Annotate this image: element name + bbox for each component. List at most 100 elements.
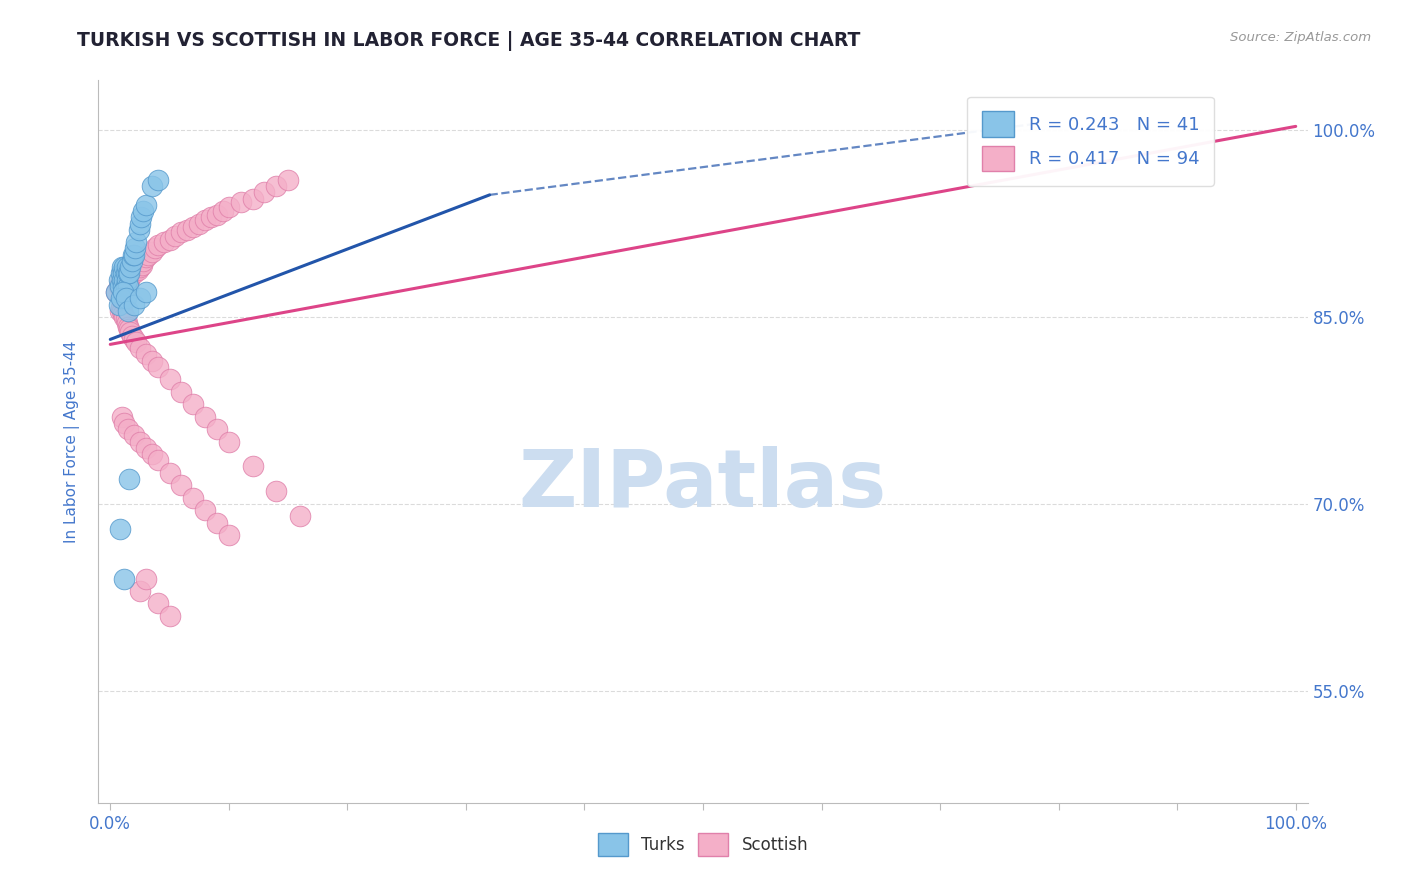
- Point: [124, 242, 146, 256]
- Point: [110, 266, 132, 280]
- Point: [107, 272, 129, 286]
- Point: [146, 359, 169, 374]
- Point: [129, 217, 152, 231]
- Point: [125, 260, 148, 274]
- Point: [120, 260, 142, 274]
- Point: [141, 179, 163, 194]
- Point: [146, 173, 169, 187]
- Point: [115, 278, 138, 293]
- Point: [115, 272, 138, 286]
- Point: [146, 453, 169, 467]
- Point: [129, 256, 152, 270]
- Point: [141, 353, 163, 368]
- Point: [143, 242, 166, 256]
- Point: [125, 334, 148, 349]
- Y-axis label: In Labor Force | Age 35-44: In Labor Force | Age 35-44: [63, 341, 80, 542]
- Point: [121, 248, 143, 262]
- Point: [181, 397, 204, 411]
- Point: [105, 285, 128, 299]
- Point: [114, 278, 136, 293]
- Point: [114, 416, 136, 430]
- Point: [120, 325, 142, 339]
- Point: [114, 572, 136, 586]
- Point: [131, 258, 153, 272]
- Point: [122, 266, 145, 280]
- Point: [122, 428, 145, 442]
- Point: [114, 310, 136, 324]
- Point: [121, 262, 143, 277]
- Point: [120, 270, 142, 285]
- Text: ZIPatlas: ZIPatlas: [519, 446, 887, 524]
- Point: [122, 297, 145, 311]
- Point: [112, 266, 135, 280]
- Point: [117, 422, 139, 436]
- Point: [114, 275, 136, 289]
- Point: [117, 278, 139, 293]
- Point: [129, 291, 152, 305]
- Point: [111, 409, 134, 424]
- Point: [112, 278, 135, 293]
- Point: [108, 278, 131, 293]
- Point: [218, 528, 240, 542]
- Point: [112, 270, 135, 285]
- Point: [194, 409, 217, 424]
- Point: [205, 208, 228, 222]
- Point: [176, 223, 198, 237]
- Point: [229, 195, 252, 210]
- Point: [218, 200, 240, 214]
- Point: [135, 250, 157, 264]
- Point: [115, 260, 138, 274]
- Point: [112, 278, 135, 293]
- Point: [253, 186, 276, 200]
- Point: [118, 322, 141, 336]
- Point: [110, 291, 132, 305]
- Point: [128, 258, 150, 272]
- Point: [128, 223, 150, 237]
- Point: [114, 283, 136, 297]
- Point: [107, 278, 129, 293]
- Point: [242, 192, 264, 206]
- Point: [117, 320, 139, 334]
- Point: [194, 212, 217, 227]
- Point: [146, 597, 169, 611]
- Point: [200, 211, 222, 225]
- Point: [114, 291, 136, 305]
- Point: [118, 266, 141, 280]
- Point: [117, 275, 139, 289]
- Point: [117, 303, 139, 318]
- Point: [129, 434, 152, 449]
- Point: [114, 266, 136, 280]
- Point: [152, 235, 174, 250]
- Text: TURKISH VS SCOTTISH IN LABOR FORCE | AGE 35-44 CORRELATION CHART: TURKISH VS SCOTTISH IN LABOR FORCE | AGE…: [77, 31, 860, 51]
- Point: [117, 270, 139, 285]
- Point: [135, 572, 157, 586]
- Point: [111, 266, 134, 280]
- Point: [112, 308, 135, 322]
- Point: [118, 272, 141, 286]
- Point: [127, 262, 149, 277]
- Point: [170, 225, 193, 239]
- Point: [108, 522, 131, 536]
- Point: [129, 341, 152, 355]
- Point: [111, 260, 134, 274]
- Point: [170, 478, 193, 492]
- Point: [122, 248, 145, 262]
- Point: [112, 285, 135, 299]
- Text: Source: ZipAtlas.com: Source: ZipAtlas.com: [1230, 31, 1371, 45]
- Point: [218, 434, 240, 449]
- Point: [141, 447, 163, 461]
- Point: [146, 237, 169, 252]
- Point: [212, 204, 235, 219]
- Point: [122, 332, 145, 346]
- Point: [107, 297, 129, 311]
- Point: [124, 262, 146, 277]
- Point: [242, 459, 264, 474]
- Point: [188, 217, 211, 231]
- Point: [110, 300, 132, 314]
- Point: [135, 441, 157, 455]
- Point: [129, 211, 152, 225]
- Point: [114, 272, 136, 286]
- Point: [141, 245, 163, 260]
- Point: [135, 347, 157, 361]
- Point: [205, 422, 228, 436]
